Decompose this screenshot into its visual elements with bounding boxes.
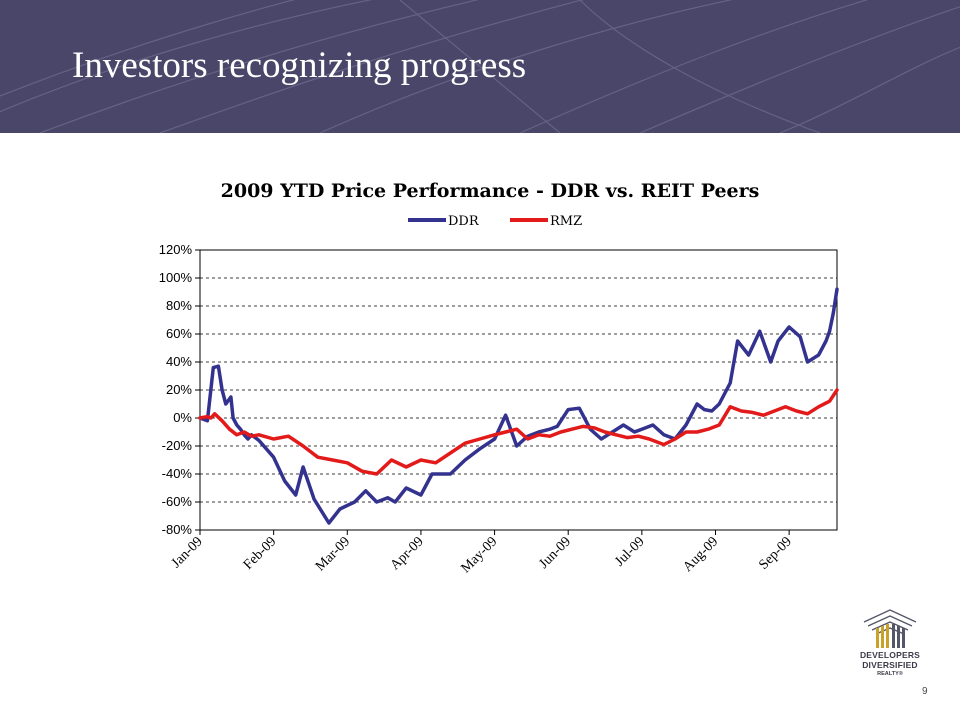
y-tick-label: -40%	[162, 466, 193, 481]
swirl-line	[779, 46, 960, 133]
x-tick-label: May-09	[458, 534, 500, 576]
swirl-line	[319, 0, 734, 133]
chart-svg: 2009 YTD Price Performance - DDR vs. REI…	[159, 180, 839, 576]
y-tick-label: 100%	[159, 270, 193, 285]
legend-label-rmz: RMZ	[550, 214, 582, 229]
x-tick-label: Mar-09	[313, 534, 353, 574]
ddr-logo-icon	[863, 609, 917, 648]
y-tick-label: 40%	[166, 354, 192, 369]
swirl-line	[0, 0, 373, 113]
legend-label-ddr: DDR	[448, 214, 480, 229]
x-tick-label: Jan-09	[169, 534, 206, 571]
swirl-line	[519, 0, 869, 133]
logo-text-line3: REALTY®	[877, 671, 903, 677]
swirl-line	[39, 0, 479, 133]
y-tick-label: 80%	[166, 298, 192, 313]
series-line-ddr	[198, 287, 839, 525]
company-logo: DEVELOPERS DIVERSIFIED REALTY®	[848, 604, 932, 682]
y-tick-label: -60%	[162, 494, 193, 509]
swirl-line	[159, 0, 584, 133]
x-tick-label: Jun-09	[536, 534, 574, 572]
price-performance-chart: 2009 YTD Price Performance - DDR vs. REI…	[120, 165, 860, 610]
y-tick-label: 0%	[173, 410, 192, 425]
series-line-rmz	[198, 388, 839, 476]
y-tick-label: 60%	[166, 326, 192, 341]
swirl-line	[639, 6, 960, 133]
x-tick-label: Sep-09	[756, 534, 795, 573]
logo-text-line1: DEVELOPERS	[859, 650, 921, 660]
logo-text-line2: DIVERSIFIED	[862, 660, 918, 670]
chart-title: 2009 YTD Price Performance - DDR vs. REI…	[221, 180, 760, 202]
header-banner: Investors recognizing progress	[0, 0, 960, 133]
y-tick-label: 120%	[159, 242, 193, 257]
swirl-line	[0, 0, 296, 97]
y-tick-label: -20%	[162, 438, 193, 453]
swirl-line	[399, 0, 561, 133]
y-tick-label: 20%	[166, 382, 192, 397]
x-tick-label: Aug-09	[680, 534, 721, 575]
swirl-line	[579, 0, 821, 133]
decorative-swirl-lines	[0, 0, 960, 133]
slide-title: Investors recognizing progress	[72, 45, 527, 86]
x-tick-label: Feb-09	[241, 534, 280, 573]
x-tick-label: Jul-09	[612, 534, 647, 569]
y-tick-label: -80%	[162, 522, 193, 537]
page-number: 9	[922, 686, 928, 697]
x-tick-label: Apr-09	[388, 534, 427, 573]
